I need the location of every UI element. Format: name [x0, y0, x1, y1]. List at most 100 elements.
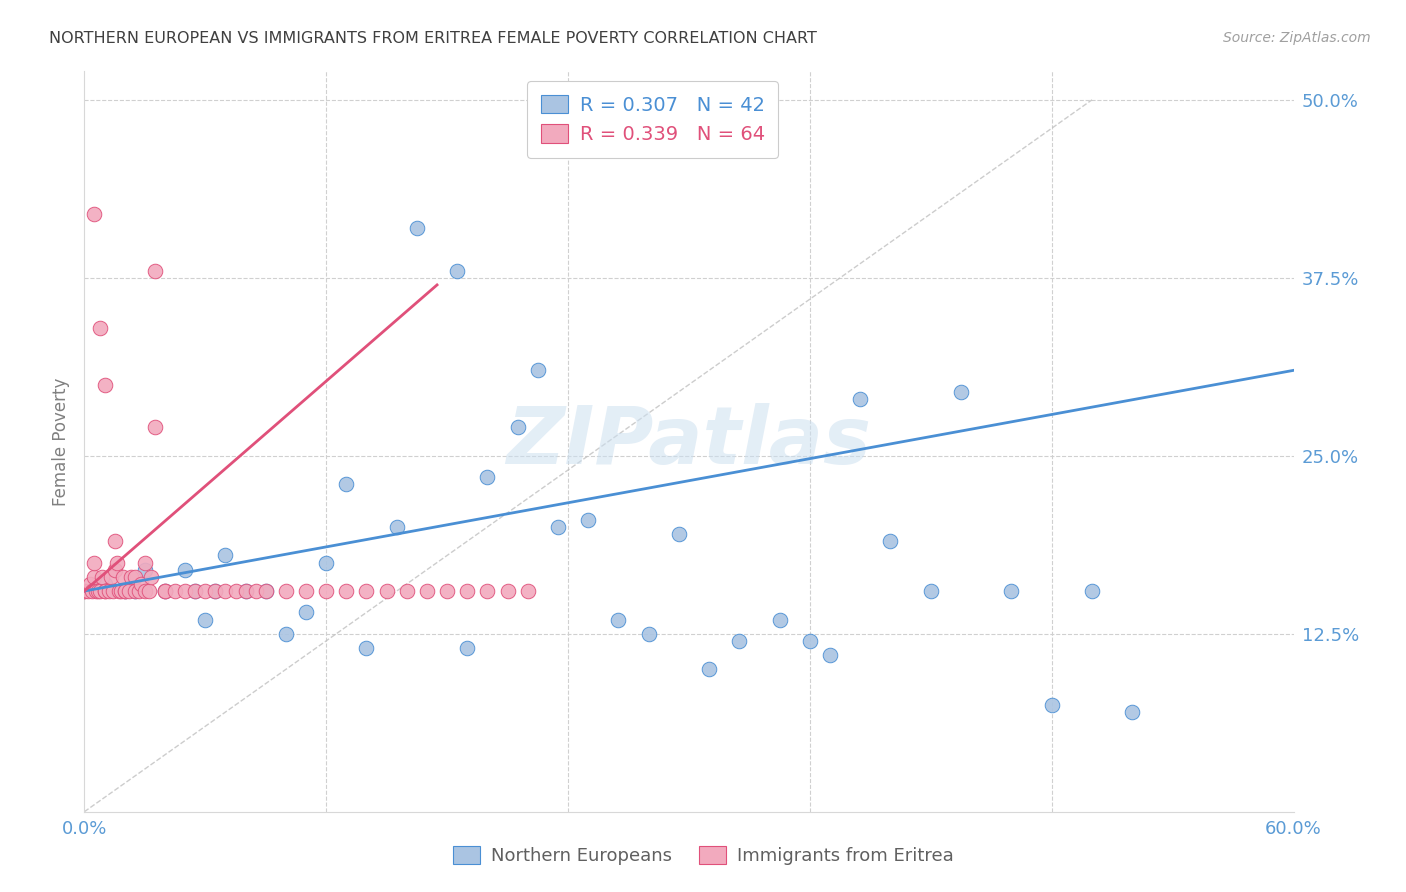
Point	[153, 584, 176, 599]
Point	[93, 377, 115, 392]
Point	[416, 584, 439, 599]
Point	[527, 363, 550, 377]
Point	[274, 584, 297, 599]
Point	[114, 584, 136, 599]
Point	[254, 584, 277, 599]
Point	[82, 584, 104, 599]
Point	[799, 633, 821, 648]
Point	[637, 626, 659, 640]
Point	[165, 584, 187, 599]
Point	[83, 570, 105, 584]
Point	[91, 570, 114, 584]
Text: ZIPatlas: ZIPatlas	[506, 402, 872, 481]
Point	[274, 626, 297, 640]
Point	[668, 527, 690, 541]
Point	[118, 584, 141, 599]
Point	[143, 263, 166, 277]
Point	[335, 477, 357, 491]
Point	[849, 392, 872, 406]
Point	[93, 584, 115, 599]
Point	[174, 584, 197, 599]
Point	[235, 584, 257, 599]
Point	[114, 584, 136, 599]
Point	[139, 570, 162, 584]
Point	[214, 584, 236, 599]
Point	[184, 584, 207, 599]
Point	[100, 570, 122, 584]
Point	[124, 570, 146, 584]
Point	[1081, 584, 1104, 599]
Point	[385, 520, 408, 534]
Point	[295, 606, 318, 620]
Point	[204, 584, 226, 599]
Point	[87, 584, 110, 599]
Point	[477, 584, 499, 599]
Point	[728, 633, 751, 648]
Point	[73, 584, 96, 599]
Y-axis label: Female Poverty: Female Poverty	[52, 377, 70, 506]
Point	[356, 584, 378, 599]
Point	[920, 584, 942, 599]
Point	[356, 640, 378, 655]
Point	[111, 570, 134, 584]
Legend: R = 0.307   N = 42, R = 0.339   N = 64: R = 0.307 N = 42, R = 0.339 N = 64	[527, 81, 779, 158]
Point	[375, 584, 398, 599]
Point	[105, 556, 128, 570]
Point	[83, 556, 105, 570]
Point	[124, 584, 146, 599]
Point	[83, 207, 105, 221]
Point	[194, 584, 217, 599]
Point	[104, 534, 127, 549]
Point	[134, 563, 156, 577]
Point	[214, 549, 236, 563]
Point	[477, 470, 499, 484]
Point	[295, 584, 318, 599]
Point	[101, 584, 124, 599]
Point	[315, 584, 337, 599]
Point	[143, 420, 166, 434]
Point	[225, 584, 247, 599]
Point	[89, 320, 111, 334]
Point	[120, 570, 142, 584]
Point	[335, 584, 357, 599]
Point	[86, 584, 108, 599]
Point	[1000, 584, 1022, 599]
Point	[818, 648, 841, 662]
Point	[93, 584, 115, 599]
Point	[547, 520, 569, 534]
Point	[107, 584, 129, 599]
Point	[436, 584, 458, 599]
Point	[110, 584, 132, 599]
Point	[254, 584, 277, 599]
Point	[138, 584, 160, 599]
Point	[77, 584, 100, 599]
Point	[1121, 705, 1143, 719]
Point	[129, 577, 152, 591]
Point	[879, 534, 901, 549]
Point	[950, 384, 973, 399]
Point	[174, 563, 197, 577]
Point	[97, 584, 120, 599]
Point	[153, 584, 176, 599]
Point	[89, 584, 111, 599]
Point	[114, 584, 136, 599]
Point	[79, 577, 101, 591]
Point	[456, 584, 478, 599]
Point	[456, 640, 478, 655]
Point	[184, 584, 207, 599]
Point	[769, 613, 792, 627]
Point	[496, 584, 519, 599]
Point	[194, 613, 217, 627]
Point	[245, 584, 267, 599]
Point	[697, 662, 720, 676]
Point	[104, 563, 127, 577]
Point	[134, 584, 156, 599]
Point	[73, 584, 96, 599]
Text: NORTHERN EUROPEAN VS IMMIGRANTS FROM ERITREA FEMALE POVERTY CORRELATION CHART: NORTHERN EUROPEAN VS IMMIGRANTS FROM ERI…	[49, 31, 817, 46]
Point	[153, 584, 176, 599]
Point	[93, 577, 115, 591]
Point	[134, 556, 156, 570]
Point	[576, 513, 599, 527]
Legend: Northern Europeans, Immigrants from Eritrea: Northern Europeans, Immigrants from Erit…	[444, 838, 962, 874]
Point	[506, 420, 529, 434]
